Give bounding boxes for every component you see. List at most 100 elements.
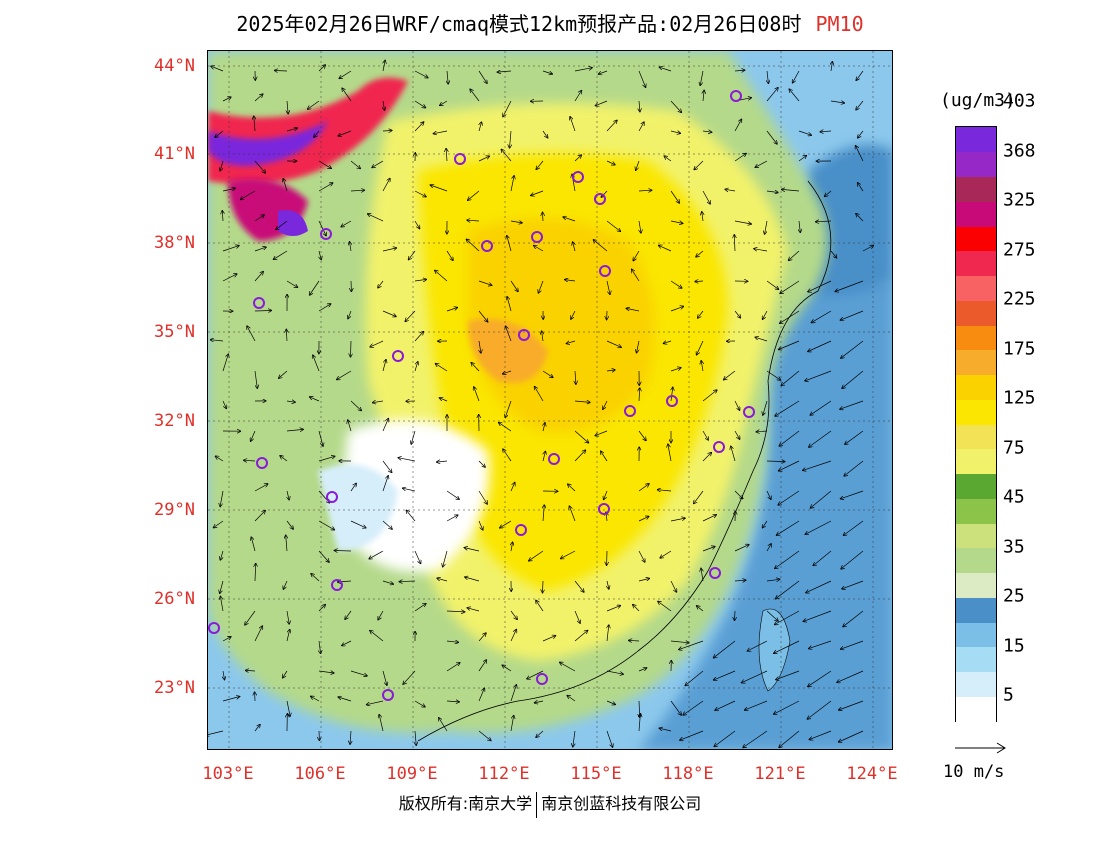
wind-vector xyxy=(670,100,681,112)
wind-vector xyxy=(567,696,576,702)
wind-vector xyxy=(714,640,736,658)
wind-vector xyxy=(725,189,736,191)
wind-vector xyxy=(338,130,352,136)
wind-vector xyxy=(382,248,397,252)
wind-vector xyxy=(702,453,711,462)
wind-vector xyxy=(565,280,576,281)
wind-vector xyxy=(510,610,517,619)
wind-vector xyxy=(446,701,459,702)
wind-vector xyxy=(467,608,480,612)
wind-vector xyxy=(858,130,864,138)
wind-vector xyxy=(273,250,288,259)
wind-vector xyxy=(510,130,512,148)
wind-vector xyxy=(439,398,448,402)
wind-vector xyxy=(659,67,672,72)
wind-vector xyxy=(658,601,672,612)
wind-vector xyxy=(734,580,746,581)
lat-label-29: 29°N xyxy=(154,500,195,520)
wind-vector xyxy=(820,131,832,132)
wind-vector xyxy=(338,697,352,702)
wind-vector xyxy=(858,183,864,192)
wind-vector xyxy=(566,341,576,344)
wind-vector xyxy=(370,631,384,642)
wind-vector xyxy=(766,579,780,581)
wind-vector xyxy=(593,240,608,252)
wind-vector xyxy=(830,250,837,258)
lat-label-32: 32°N xyxy=(154,411,195,431)
wind-vector xyxy=(789,250,800,260)
wind-vector xyxy=(779,430,800,446)
wind-vector xyxy=(478,156,489,162)
wind-vector xyxy=(470,89,480,102)
wind-vector xyxy=(503,449,512,462)
wind-vector xyxy=(697,606,704,612)
wind-vector xyxy=(606,280,610,294)
wind-vector xyxy=(479,122,482,132)
wind-vector xyxy=(542,636,556,642)
wind-vector xyxy=(382,460,392,472)
wind-vector xyxy=(437,461,448,462)
wind-vector xyxy=(660,550,672,558)
wind-vector xyxy=(382,178,390,192)
wind-vector xyxy=(337,370,352,380)
wind-vector xyxy=(803,610,832,621)
wind-vector xyxy=(403,670,416,684)
wind-vector xyxy=(639,100,640,112)
wind-vector xyxy=(810,400,832,415)
wind-vector xyxy=(542,370,553,377)
wind-vector xyxy=(639,388,640,402)
wind-vector xyxy=(220,550,224,560)
wind-vector xyxy=(414,190,426,197)
wind-vector xyxy=(241,190,256,200)
wind-vector xyxy=(574,450,586,462)
lon-label-115: 115°E xyxy=(570,764,622,784)
wind-vector xyxy=(500,520,512,528)
wind-vector xyxy=(341,220,352,227)
wind-vector xyxy=(502,665,512,672)
wind-vector xyxy=(446,490,459,499)
wind-vector xyxy=(350,160,360,169)
wind-vector xyxy=(606,606,620,612)
wind-vector xyxy=(809,430,832,447)
wind-vector xyxy=(841,550,864,569)
wind-vector xyxy=(571,310,576,319)
wind-vector xyxy=(845,430,864,444)
wind-vector xyxy=(350,190,364,191)
wind-vector xyxy=(830,101,844,103)
wind-vector xyxy=(755,337,768,342)
legend-swatch xyxy=(956,646,996,672)
wind-vector xyxy=(334,551,352,552)
wind-vector xyxy=(698,310,704,318)
wind-vector xyxy=(766,461,785,462)
wind-vector xyxy=(638,430,646,441)
wind-vector xyxy=(254,725,260,732)
legend-swatch xyxy=(956,300,996,326)
wind-vector xyxy=(411,430,416,444)
legend-label: 403 xyxy=(1003,90,1036,112)
wind-vector xyxy=(247,326,256,342)
wind-vector xyxy=(464,548,480,552)
wind-vector xyxy=(542,130,548,138)
wind-vector xyxy=(414,700,425,707)
legend-swatch xyxy=(956,498,996,524)
wind-vector xyxy=(767,70,768,83)
wind-vector xyxy=(350,400,361,411)
wind-vector xyxy=(276,220,288,230)
wind-vector xyxy=(446,515,458,522)
wind-vector xyxy=(604,490,608,500)
wind-vector xyxy=(215,456,224,462)
wind-vector xyxy=(536,730,544,737)
wind-vector xyxy=(779,460,800,471)
wind-vector xyxy=(598,70,608,74)
wind-vector xyxy=(318,183,333,192)
wind-vector xyxy=(536,160,544,169)
lat-label-26: 26°N xyxy=(154,589,195,609)
wind-vector xyxy=(350,670,367,676)
wind-vector xyxy=(348,310,352,319)
wind-vector xyxy=(439,718,448,732)
wind-vector xyxy=(478,520,483,530)
wind-vector xyxy=(499,423,512,432)
wind-vector xyxy=(286,128,297,132)
wind-vector xyxy=(856,70,864,80)
wind-vector xyxy=(222,697,240,702)
